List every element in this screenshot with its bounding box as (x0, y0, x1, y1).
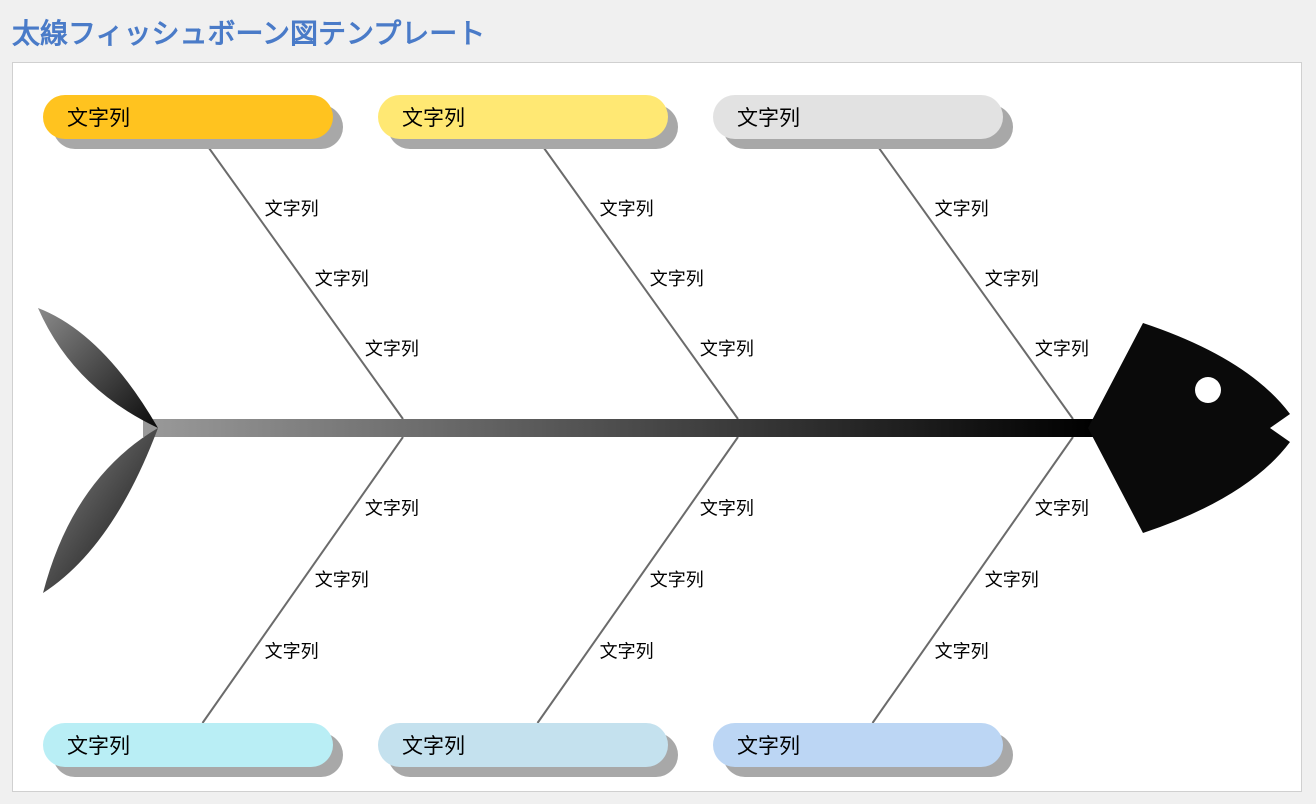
bone-bot1 (203, 437, 404, 723)
sub-label: 文字列 (365, 339, 419, 359)
sub-label: 文字列 (315, 570, 369, 590)
sub-label: 文字列 (600, 642, 654, 662)
page-title: 太線フィッシュボーン図テンプレート (12, 12, 1304, 52)
bone-top1 (203, 139, 404, 419)
sub-label: 文字列 (265, 642, 319, 662)
sub-label: 文字列 (650, 570, 704, 590)
fish-spine (143, 419, 1093, 437)
sub-label: 文字列 (700, 499, 754, 519)
bone-top2 (538, 139, 739, 419)
sub-label: 文字列 (600, 199, 654, 219)
sub-label: 文字列 (935, 642, 989, 662)
bone-top3 (873, 139, 1074, 419)
sub-label: 文字列 (985, 269, 1039, 289)
sub-label: 文字列 (1035, 339, 1089, 359)
sub-label: 文字列 (265, 199, 319, 219)
bone-bot3 (873, 437, 1074, 723)
category-label: 文字列 (402, 735, 465, 758)
category-label: 文字列 (67, 107, 130, 130)
category-label: 文字列 (737, 735, 800, 758)
fishbone-diagram: 文字列文字列文字列文字列文字列文字列文字列文字列文字列文字列文字列文字列文字列文… (13, 63, 1303, 793)
sub-label: 文字列 (700, 339, 754, 359)
category-label: 文字列 (402, 107, 465, 130)
category-label: 文字列 (67, 735, 130, 758)
sub-label: 文字列 (315, 269, 369, 289)
sub-label: 文字列 (650, 269, 704, 289)
sub-label: 文字列 (1035, 499, 1089, 519)
category-label: 文字列 (737, 107, 800, 130)
sub-label: 文字列 (365, 499, 419, 519)
sub-label: 文字列 (935, 199, 989, 219)
fish-head (1088, 323, 1290, 533)
diagram-canvas: 文字列文字列文字列文字列文字列文字列文字列文字列文字列文字列文字列文字列文字列文… (12, 62, 1302, 792)
fish-tail (38, 308, 158, 593)
sub-label: 文字列 (985, 570, 1039, 590)
bone-bot2 (538, 437, 739, 723)
